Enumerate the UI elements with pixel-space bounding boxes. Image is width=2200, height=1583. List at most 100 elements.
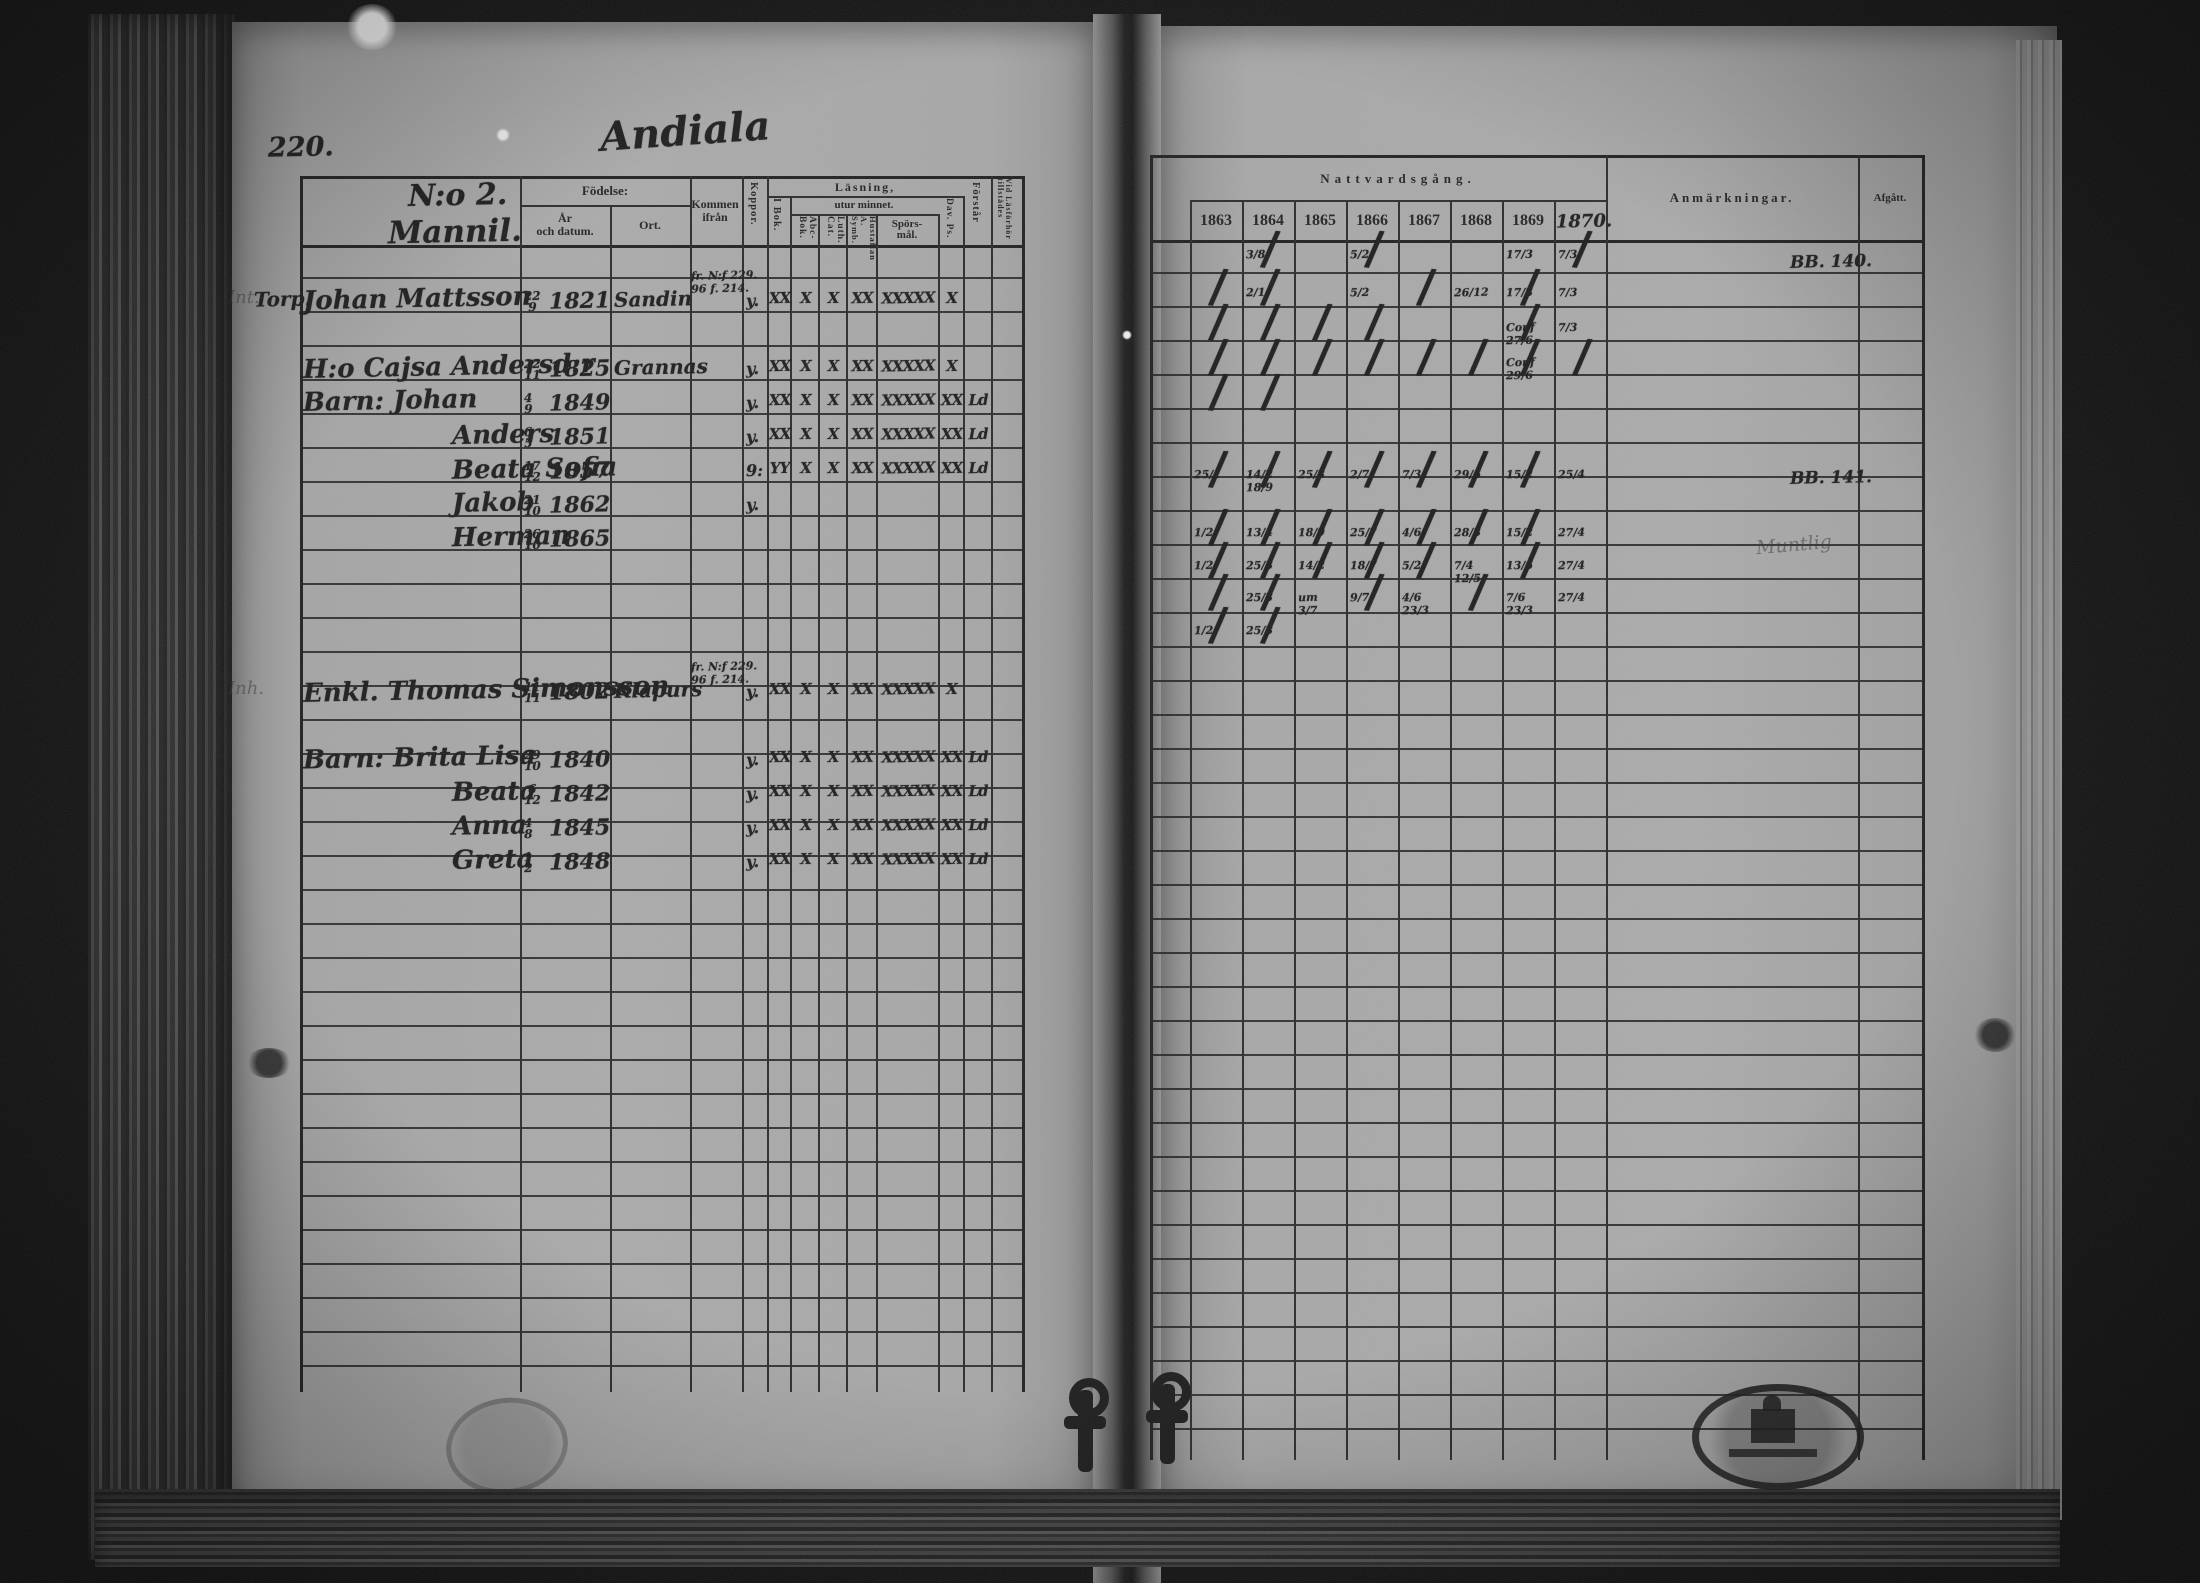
communion-stroke-mark: ∕ — [1207, 363, 1230, 419]
birth-year: 1842 — [548, 780, 611, 808]
reading-grade-marks: X — [945, 288, 957, 308]
reading-grade-marks: XXXXX — [881, 356, 935, 376]
book-clasp2-ring-icon — [1151, 1372, 1191, 1412]
right-table-ruling — [1150, 240, 1922, 1460]
header-vid-lasforhor: Vid Läsförhör tillstädes — [996, 178, 1013, 240]
birth-day-month: 17 12 — [523, 458, 541, 485]
header-luth-cat: Luth. Cat. — [825, 216, 845, 244]
birth-year: 1802 — [548, 678, 611, 706]
reading-grade-marks: X — [799, 458, 811, 478]
right-v4 — [1346, 200, 1348, 1460]
reading-grade-marks: X — [799, 679, 811, 699]
reading-grade-marks: XX — [851, 356, 873, 376]
film-dark-smudge-right — [1974, 1018, 2016, 1052]
smallpox-mark: y. — [745, 494, 760, 515]
stamp-building-icon — [1751, 1409, 1795, 1443]
communion-stroke-mark: ∕ — [1519, 328, 1542, 384]
archive-stamp-icon — [1692, 1384, 1864, 1490]
reading-grade-marks: X — [945, 356, 957, 376]
birth-place: Klapurs — [613, 677, 703, 703]
reading-grade-marks: XXXXX — [881, 288, 935, 308]
communion-stroke-mark: ∕ — [1311, 531, 1334, 587]
reading-grade-marks: XXXXX — [881, 815, 935, 835]
header-afgatt: Afgått. — [1873, 191, 1907, 204]
reading-grade-marks: XXXXX — [881, 781, 935, 801]
reading-grade-marks: XX — [851, 747, 873, 767]
reading-grade-marks: X — [799, 356, 811, 376]
reading-grade-marks: XX — [940, 849, 963, 869]
communion-stroke-mark: ∕ — [1311, 440, 1334, 496]
communion-date-mark: 25/4 — [1557, 467, 1586, 482]
person-name: Anders — [451, 418, 555, 452]
right-v10 — [1858, 155, 1860, 1460]
birth-place: Grannas — [613, 354, 709, 380]
right-page-stack-edge — [2016, 40, 2062, 1520]
reading-grade-marks: XX — [768, 424, 791, 444]
header-i-bok: I Bok. — [771, 198, 782, 232]
header-anmarkningar: Anmärkningar. — [1669, 189, 1795, 205]
reading-grade-marks: XXXXX — [881, 679, 935, 699]
reading-grade-marks: Ld — [968, 747, 988, 767]
birth-year: 1857 — [548, 457, 611, 485]
communion-stroke-mark: ∕ — [1311, 328, 1334, 384]
reading-grade-marks: XX — [768, 849, 791, 869]
film-speck-1 — [496, 128, 510, 142]
smallpox-mark: y. — [745, 426, 760, 447]
person-name: Barn: Johan — [302, 384, 478, 418]
reading-grade-marks: XX — [768, 679, 791, 699]
communion-stroke-mark: ∕ — [1571, 220, 1594, 276]
book-bottom-edge — [95, 1489, 2060, 1567]
reading-grade-marks: Ld — [968, 390, 988, 410]
reading-grade-marks: XX — [940, 747, 963, 767]
reading-grade-marks: XX — [851, 849, 873, 869]
stamp-base-icon — [1729, 1449, 1817, 1457]
reading-grade-marks: XX — [851, 781, 873, 801]
reading-grade-marks: XXXXX — [881, 424, 935, 444]
right-v9 — [1606, 155, 1608, 1460]
header-koppor: Koppor. — [748, 182, 759, 226]
household-number: N:o 2. — [407, 176, 508, 215]
right-v7 — [1502, 200, 1504, 1460]
reading-grade-marks: X — [799, 849, 811, 869]
header-lasning: Läsning, — [834, 179, 896, 194]
header-forstar: Förstår — [970, 182, 981, 223]
book-fore-edge — [88, 14, 236, 1560]
reading-grade-marks: X — [827, 781, 839, 801]
communion-stroke-mark: ∕ — [1467, 440, 1490, 496]
birth-day-month: 26 10 — [523, 526, 541, 553]
communion-stroke-mark: ∕ — [1415, 440, 1438, 496]
header-year-1863: 1863 — [1200, 212, 1232, 229]
communion-date-mark: 7/6 — [1505, 590, 1526, 605]
birth-year: 1851 — [548, 423, 611, 451]
communion-stroke-mark: ∕ — [1519, 531, 1542, 587]
reading-grade-marks: X — [799, 815, 811, 835]
reading-grade-marks: X — [799, 747, 811, 767]
film-dark-smudge-left — [246, 1048, 292, 1078]
reading-grade-marks: XXXXX — [881, 849, 935, 869]
reading-grade-marks: XX — [940, 815, 963, 835]
birth-day-month: 22 9 — [523, 288, 541, 315]
header-fodelse: Födelse: — [581, 183, 629, 198]
header-kommen-ifran: Kommen ifrån — [691, 196, 739, 224]
smallpox-mark: y. — [745, 392, 760, 413]
reading-grade-marks: X — [827, 288, 839, 308]
reading-grade-marks: X — [945, 679, 957, 699]
communion-date-mark: 27/4 — [1557, 525, 1586, 540]
reading-grade-marks: XX — [851, 679, 873, 699]
person-name: Greta — [451, 844, 534, 876]
right-v5 — [1398, 200, 1400, 1460]
communion-stroke-mark: ∕ — [1259, 440, 1282, 496]
reading-grade-marks: X — [827, 458, 839, 478]
left-v12 — [991, 176, 993, 1392]
right-v0 — [1150, 155, 1153, 1460]
communion-stroke-mark: ∕ — [1259, 220, 1282, 276]
header-sporsmal: Spörs- mål. — [891, 218, 923, 241]
stamp-dome-icon — [1763, 1395, 1781, 1411]
reading-grade-marks: Ld — [968, 849, 988, 869]
smallpox-mark: y. — [745, 290, 760, 311]
right-v6 — [1450, 200, 1452, 1460]
communion-date-mark: 23/3 — [1505, 603, 1534, 618]
birth-place: Sandin — [613, 286, 693, 312]
communion-stroke-mark: ∕ — [1259, 363, 1282, 419]
